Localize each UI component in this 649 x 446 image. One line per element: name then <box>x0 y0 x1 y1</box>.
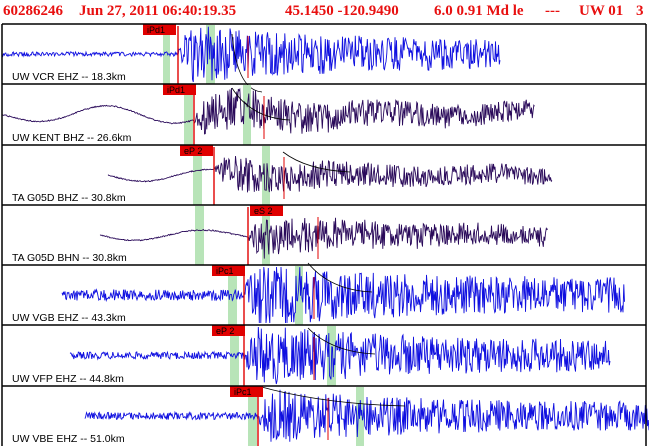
trace-station-label: TA G05D BHZ -- 30.8km <box>12 192 126 204</box>
waveform-trace <box>61 266 625 324</box>
pick-flag[interactable] <box>230 386 263 397</box>
trace-station-label: UW VGB EHZ -- 43.3km <box>12 312 126 324</box>
pick-window-bar <box>228 266 237 325</box>
travel-time-curve <box>307 327 376 355</box>
pick-window-bar <box>262 206 270 265</box>
pick-label: eP 2 <box>184 146 202 156</box>
waveform-trace <box>1 87 535 135</box>
travel-time-curve <box>231 87 291 121</box>
pick-flag[interactable] <box>143 24 176 35</box>
pick-label: iPc1 <box>234 387 252 397</box>
waveform-trace <box>99 217 549 259</box>
travel-time-curve <box>307 262 373 293</box>
event-magnitude: 6.0 0.91 Md le <box>434 3 524 19</box>
pick-flag[interactable] <box>212 265 245 276</box>
event-network: UW 01 <box>579 3 624 19</box>
pick-label: iPc1 <box>216 266 234 276</box>
event-datetime: Jun 27, 2011 06:40:19.35 <box>79 3 237 19</box>
pick-flag[interactable] <box>180 145 213 156</box>
travel-time-curve <box>282 151 351 173</box>
trace-station-label: UW VBE EHZ -- 51.0km <box>12 433 125 445</box>
travel-time-curve <box>257 385 406 407</box>
waveform-trace <box>69 326 611 385</box>
waveform-trace <box>1 26 501 83</box>
pick-label: iPd1 <box>147 25 165 35</box>
pick-window-bar <box>195 206 204 265</box>
event-id: 60286246 <box>3 3 63 19</box>
pick-label: eP 2 <box>216 326 234 336</box>
page-number: 3 <box>636 3 644 19</box>
waveform-trace <box>107 155 553 193</box>
event-header: 60286246 Jun 27, 2011 06:40:19.35 45.145… <box>0 0 649 22</box>
trace-station-label: UW VCR EHZ -- 18.3km <box>12 71 126 83</box>
pick-window-bar <box>193 146 202 205</box>
trace-station-label: UW KENT BHZ -- 26.6km <box>12 132 132 144</box>
pick-window-bar <box>206 25 215 84</box>
trace-station-label: UW VFP EHZ -- 44.8km <box>12 373 124 385</box>
pick-window-bar <box>243 85 251 145</box>
pick-window-bar <box>230 326 239 386</box>
pick-window-bar <box>295 266 303 325</box>
waveform-trace <box>84 389 649 442</box>
event-status: --- <box>545 3 560 19</box>
pick-window-bar <box>248 387 257 446</box>
pick-flag[interactable] <box>212 325 245 336</box>
event-coordinates: 45.1450 -120.9490 <box>285 3 399 19</box>
pick-flag[interactable] <box>163 84 196 95</box>
trace-station-label: TA G05D BHN -- 30.8km <box>12 252 127 264</box>
pick-flag[interactable] <box>250 205 283 216</box>
pick-window-bar <box>163 25 170 84</box>
pick-label: iPd1 <box>167 85 185 95</box>
pick-window-bar <box>184 85 193 145</box>
pick-window-bar <box>262 146 270 205</box>
travel-time-curve <box>231 33 263 93</box>
pick-label: eS 2 <box>254 206 273 216</box>
